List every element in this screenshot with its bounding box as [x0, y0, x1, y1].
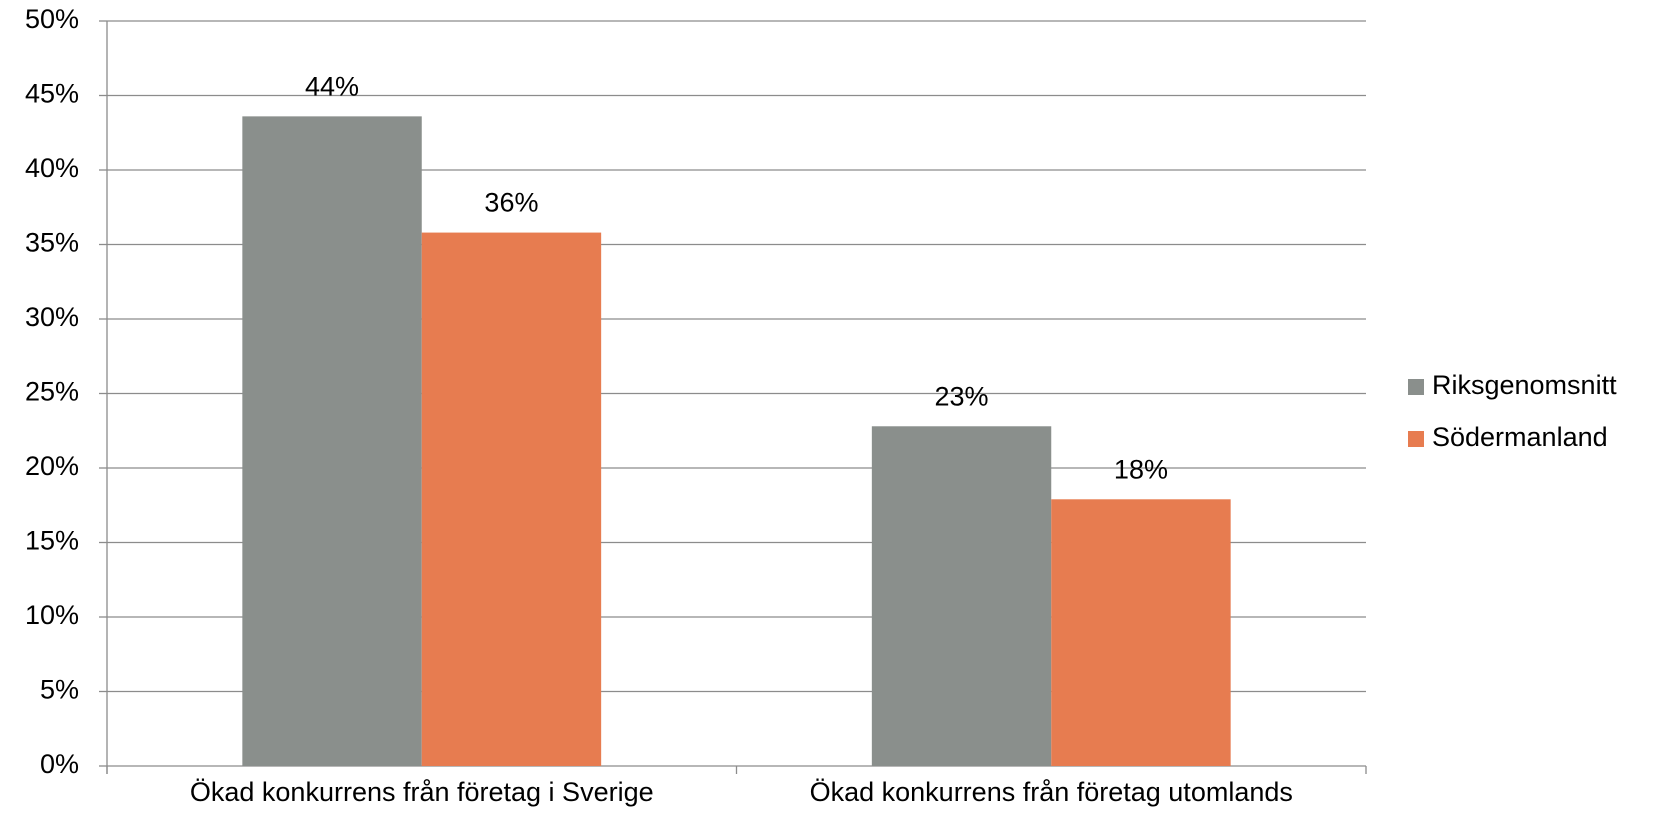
y-tick-label: 10%: [25, 600, 79, 630]
value-label: 36%: [484, 188, 538, 218]
y-tick-label: 25%: [25, 377, 79, 407]
y-tick-label: 30%: [25, 302, 79, 332]
bar: [1051, 499, 1231, 766]
bar: [421, 232, 602, 766]
legend-swatch: [1408, 431, 1424, 447]
bar: [242, 116, 422, 767]
x-tick-label: Ökad konkurrens från företag i Sverige: [190, 777, 654, 807]
value-label: 23%: [935, 381, 989, 411]
value-label: 44%: [305, 71, 359, 101]
legend-swatch: [1408, 379, 1424, 395]
y-tick-label: 15%: [25, 526, 79, 556]
y-tick-label: 45%: [25, 79, 79, 109]
y-tick-label: 20%: [25, 451, 79, 481]
legend-label: Södermanland: [1432, 422, 1608, 452]
bar: [871, 426, 1052, 766]
y-tick-label: 0%: [40, 749, 79, 779]
y-tick-label: 50%: [25, 4, 79, 34]
legend-label: Riksgenomsnitt: [1432, 370, 1617, 400]
value-label: 18%: [1114, 454, 1168, 484]
x-tick-label: Ökad konkurrens från företag utomlands: [810, 777, 1293, 807]
y-tick-label: 40%: [25, 153, 79, 183]
y-tick-label: 5%: [40, 675, 79, 705]
y-tick-label: 35%: [25, 228, 79, 258]
